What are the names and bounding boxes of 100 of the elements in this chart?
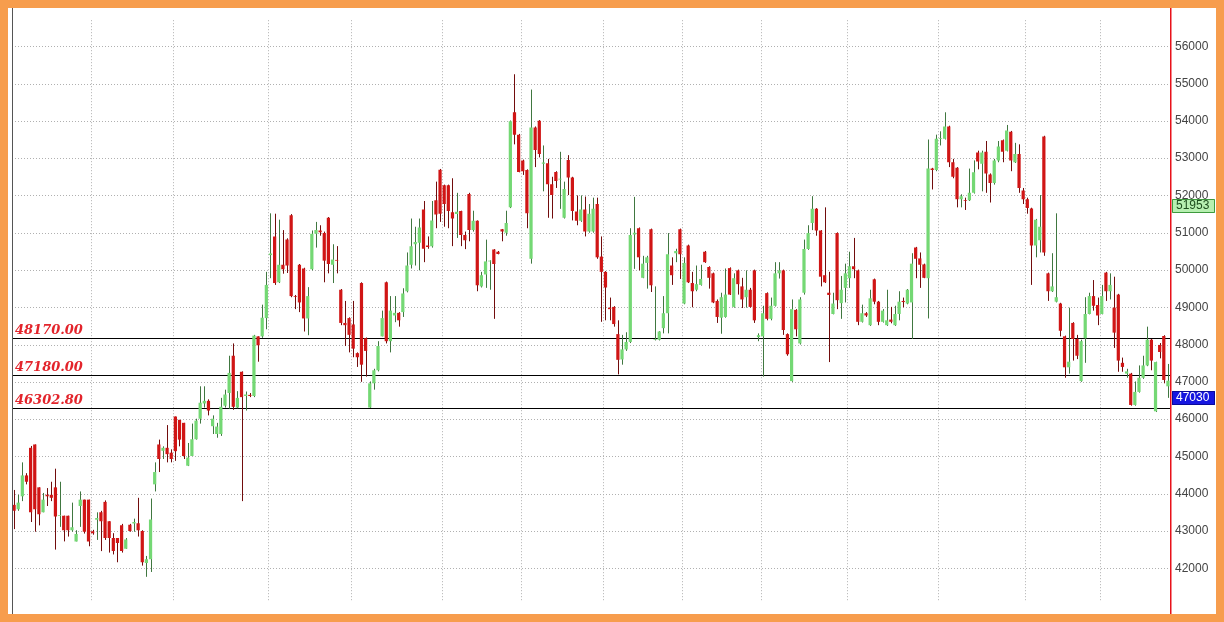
y-tick-label: 53000 (1175, 150, 1209, 165)
candlestick (810, 195, 814, 231)
candlestick (653, 285, 657, 341)
y-tick-label: 50000 (1175, 262, 1209, 277)
candlestick (794, 308, 798, 337)
candlestick (512, 73, 517, 145)
candlestick (942, 111, 947, 140)
candlestick (1104, 271, 1108, 302)
candlestick (847, 251, 852, 289)
candlestick (814, 207, 819, 237)
y-tick-label: 45000 (1175, 448, 1209, 463)
candlestick (1166, 363, 1170, 399)
candlestick (545, 158, 550, 219)
candlestick (417, 218, 421, 271)
candlestick (1071, 321, 1075, 362)
candlestick (260, 304, 264, 339)
candlestick (723, 268, 728, 319)
candlestick (12, 489, 16, 530)
candlestick (157, 439, 161, 473)
candlestick (380, 310, 384, 337)
candlestick (256, 335, 260, 363)
candlestick (1046, 272, 1050, 302)
candlestick (918, 251, 922, 289)
y-tick-label: 51000 (1175, 225, 1209, 240)
y-tick-label: 56000 (1175, 38, 1209, 53)
candlestick (587, 203, 591, 234)
candlestick (1108, 272, 1112, 300)
text: 47030 (1176, 390, 1210, 405)
candlestick (459, 210, 463, 247)
candlestick (591, 197, 595, 234)
candlestick (153, 461, 157, 492)
y-tick-label: 46000 (1175, 411, 1209, 426)
candlestick (963, 197, 967, 211)
candlestick (1141, 355, 1145, 380)
candlestick (70, 502, 74, 533)
candlestick (632, 196, 637, 270)
candlestick (823, 206, 827, 284)
candlestick (694, 265, 699, 292)
y-tick-label: 43000 (1175, 523, 1209, 538)
candlestick (736, 269, 740, 296)
candlestick (744, 269, 748, 309)
candlestick (504, 210, 508, 237)
text: 51953 (1176, 198, 1210, 213)
ref-line-label: 46302.80 (15, 391, 83, 407)
y-tick-label: 42000 (1175, 560, 1209, 575)
candlestick (992, 158, 996, 186)
candlestick (57, 481, 62, 528)
candlestick (938, 130, 943, 146)
candlestick (661, 295, 665, 334)
candlestick (914, 246, 918, 279)
candlestick (1050, 252, 1054, 293)
candlestick (690, 271, 694, 308)
y-tick-label: 48000 (1175, 336, 1209, 351)
candlestick (198, 385, 202, 425)
candlestick (566, 154, 570, 196)
candlestick (980, 150, 984, 192)
candlestick (1100, 284, 1104, 315)
y-tick-label: 54000 (1175, 113, 1209, 128)
candlestick (335, 245, 339, 274)
ref-line-label: 48170.00 (15, 322, 83, 338)
candlestick (471, 210, 475, 233)
candlestick (984, 140, 988, 194)
candlestick (306, 286, 310, 336)
candlestick (78, 490, 82, 528)
candlestick (806, 224, 810, 251)
candlestick (872, 278, 876, 305)
y-tick-label: 49000 (1175, 299, 1209, 314)
candlestick (876, 300, 881, 326)
ref-line-label: 47180.00 (15, 359, 83, 375)
candlestick (599, 235, 603, 323)
candlestick (698, 264, 703, 287)
candlestick (492, 248, 496, 320)
candlestick (190, 423, 194, 457)
candlestick (719, 292, 723, 335)
y-tick-label: 47000 (1175, 374, 1209, 389)
candlestick (1005, 124, 1009, 152)
candlestick (194, 418, 198, 441)
candlestick (281, 229, 285, 275)
candlestick (533, 125, 537, 168)
candlestick (574, 194, 579, 226)
candlestick (144, 555, 149, 578)
y-tick-label: 55000 (1175, 75, 1209, 90)
candlestick (583, 196, 587, 237)
candlestick (111, 532, 115, 555)
candlestick (1038, 194, 1042, 253)
candlestick (318, 224, 322, 237)
candlestick (785, 332, 790, 357)
candlestick (1013, 142, 1017, 164)
candlestick (579, 194, 583, 223)
candlestick (843, 263, 847, 303)
candlestick (1133, 380, 1137, 407)
y-tick-label: 44000 (1175, 485, 1209, 500)
candlestick (620, 334, 624, 366)
candlestick (1149, 338, 1153, 371)
candlestick (971, 159, 976, 195)
candlestick (1054, 212, 1058, 303)
candlestick (1091, 279, 1096, 312)
candlestick (761, 305, 765, 378)
candlestick (603, 270, 608, 321)
candlestick (740, 277, 744, 309)
